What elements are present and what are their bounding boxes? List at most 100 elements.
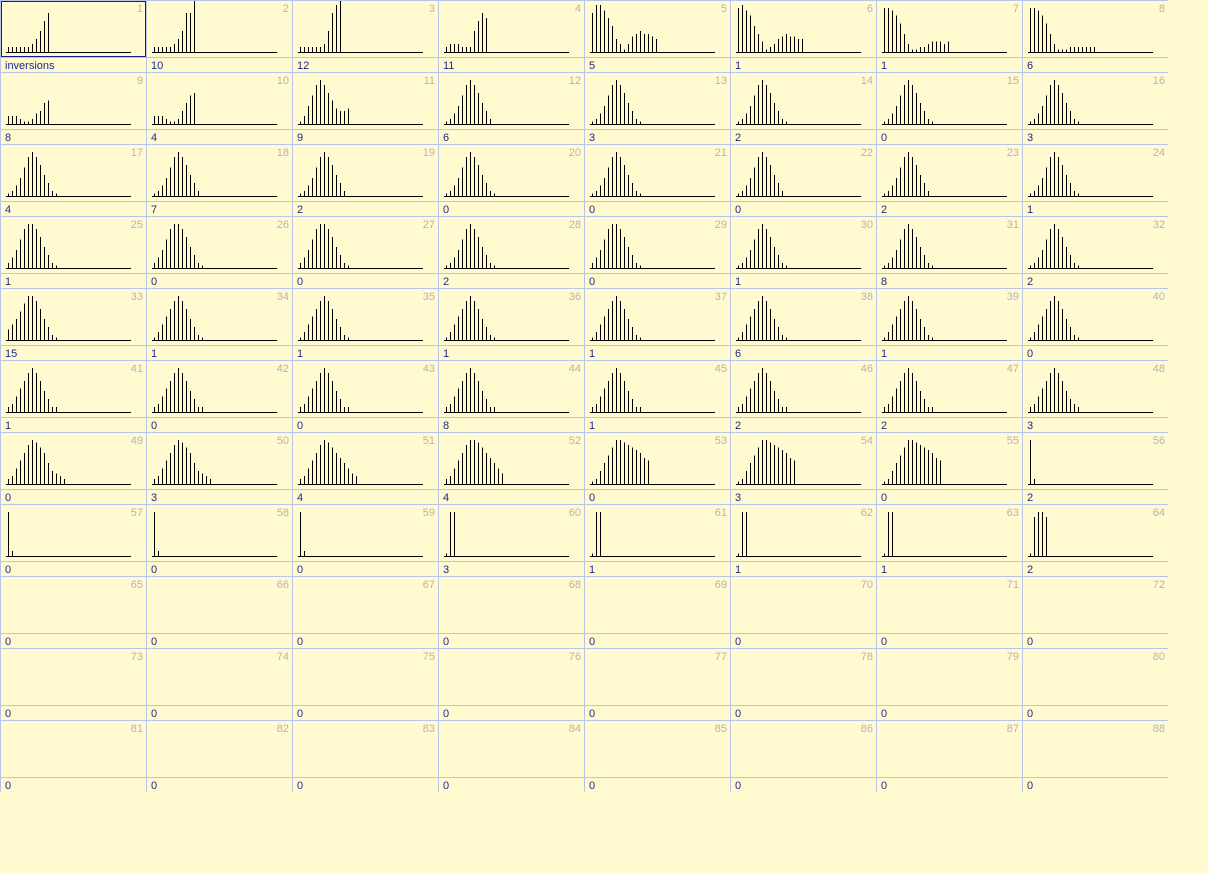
grid-cell-35[interactable]: 35 1	[292, 288, 438, 360]
grid-cell-46[interactable]: 46 2	[730, 360, 876, 432]
cell-index-label: 47	[1006, 363, 1019, 375]
grid-cell-21[interactable]: 21 0	[584, 144, 730, 216]
grid-cell-28[interactable]: 28 2	[438, 216, 584, 288]
grid-cell-43[interactable]: 43 0	[292, 360, 438, 432]
grid-cell-33[interactable]: 33 15	[0, 288, 146, 360]
grid-cell-65[interactable]: 65 0	[0, 576, 146, 648]
grid-cell-1[interactable]: 1 inversions	[0, 0, 146, 72]
grid-cell-30[interactable]: 30 1	[730, 216, 876, 288]
grid-cell-69[interactable]: 69 0	[584, 576, 730, 648]
grid-cell-80[interactable]: 80 0	[1022, 648, 1168, 720]
grid-cell-41[interactable]: 41 1	[0, 360, 146, 432]
grid-cell-48[interactable]: 48 3	[1022, 360, 1168, 432]
grid-cell-24[interactable]: 24 1	[1022, 144, 1168, 216]
histogram-chart	[147, 721, 293, 777]
grid-cell-84[interactable]: 84 0	[438, 720, 584, 792]
grid-cell-63[interactable]: 63 1	[876, 504, 1022, 576]
grid-cell-75[interactable]: 75 0	[292, 648, 438, 720]
grid-cell-88[interactable]: 88 0	[1022, 720, 1168, 792]
grid-cell-67[interactable]: 67 0	[292, 576, 438, 648]
grid-cell-4[interactable]: 4 11	[438, 0, 584, 72]
grid-cell-29[interactable]: 29 0	[584, 216, 730, 288]
grid-cell-32[interactable]: 32 2	[1022, 216, 1168, 288]
grid-cell-45[interactable]: 45 1	[584, 360, 730, 432]
grid-cell-34[interactable]: 34 1	[146, 288, 292, 360]
grid-cell-77[interactable]: 77 0	[584, 648, 730, 720]
grid-cell-31[interactable]: 31 8	[876, 216, 1022, 288]
grid-cell-39[interactable]: 39 1	[876, 288, 1022, 360]
grid-cell-54[interactable]: 54 3	[730, 432, 876, 504]
grid-cell-82[interactable]: 82 0	[146, 720, 292, 792]
grid-cell-61[interactable]: 61 1	[584, 504, 730, 576]
grid-cell-20[interactable]: 20 0	[438, 144, 584, 216]
grid-cell-66[interactable]: 66 0	[146, 576, 292, 648]
histogram-chart	[877, 721, 1023, 777]
grid-cell-23[interactable]: 23 2	[876, 144, 1022, 216]
grid-cell-73[interactable]: 73 0	[0, 648, 146, 720]
grid-cell-83[interactable]: 83 0	[292, 720, 438, 792]
grid-cell-44[interactable]: 44 8	[438, 360, 584, 432]
grid-cell-38[interactable]: 38 6	[730, 288, 876, 360]
grid-cell-42[interactable]: 42 0	[146, 360, 292, 432]
grid-cell-22[interactable]: 22 0	[730, 144, 876, 216]
grid-cell-2[interactable]: 2 10	[146, 0, 292, 72]
grid-cell-59[interactable]: 59 0	[292, 504, 438, 576]
grid-cell-87[interactable]: 87 0	[876, 720, 1022, 792]
grid-cell-55[interactable]: 55 0	[876, 432, 1022, 504]
grid-cell-81[interactable]: 81 0	[0, 720, 146, 792]
grid-cell-11[interactable]: 11 9	[292, 72, 438, 144]
grid-cell-40[interactable]: 40 0	[1022, 288, 1168, 360]
grid-cell-12[interactable]: 12 6	[438, 72, 584, 144]
grid-cell-64[interactable]: 64 2	[1022, 504, 1168, 576]
grid-cell-74[interactable]: 74 0	[146, 648, 292, 720]
grid-cell-68[interactable]: 68 0	[438, 576, 584, 648]
grid-cell-19[interactable]: 19 2	[292, 144, 438, 216]
grid-cell-85[interactable]: 85 0	[584, 720, 730, 792]
cell-divider	[585, 777, 730, 778]
grid-cell-26[interactable]: 26 0	[146, 216, 292, 288]
grid-cell-50[interactable]: 50 3	[146, 432, 292, 504]
cell-index-label: 5	[720, 3, 727, 15]
cell-divider	[439, 273, 584, 274]
grid-cell-47[interactable]: 47 2	[876, 360, 1022, 432]
grid-cell-62[interactable]: 62 1	[730, 504, 876, 576]
grid-cell-58[interactable]: 58 0	[146, 504, 292, 576]
grid-cell-72[interactable]: 72 0	[1022, 576, 1168, 648]
grid-cell-71[interactable]: 71 0	[876, 576, 1022, 648]
grid-cell-52[interactable]: 52 4	[438, 432, 584, 504]
grid-cell-56[interactable]: 56 2	[1022, 432, 1168, 504]
grid-cell-27[interactable]: 27 0	[292, 216, 438, 288]
grid-cell-78[interactable]: 78 0	[730, 648, 876, 720]
grid-cell-49[interactable]: 49 0	[0, 432, 146, 504]
grid-cell-18[interactable]: 18 7	[146, 144, 292, 216]
cell-index-label: 30	[860, 219, 873, 231]
grid-cell-79[interactable]: 79 0	[876, 648, 1022, 720]
grid-cell-37[interactable]: 37 1	[584, 288, 730, 360]
grid-cell-60[interactable]: 60 3	[438, 504, 584, 576]
grid-cell-15[interactable]: 15 0	[876, 72, 1022, 144]
histogram-chart	[736, 79, 861, 125]
grid-cell-70[interactable]: 70 0	[730, 576, 876, 648]
grid-cell-16[interactable]: 16 3	[1022, 72, 1168, 144]
grid-cell-3[interactable]: 3 12	[292, 0, 438, 72]
grid-cell-13[interactable]: 13 3	[584, 72, 730, 144]
grid-cell-10[interactable]: 10 4	[146, 72, 292, 144]
grid-cell-76[interactable]: 76 0	[438, 648, 584, 720]
grid-cell-36[interactable]: 36 1	[438, 288, 584, 360]
grid-cell-53[interactable]: 53 0	[584, 432, 730, 504]
histogram-chart	[1, 649, 147, 705]
grid-cell-17[interactable]: 17 4	[0, 144, 146, 216]
cell-divider	[1, 201, 146, 202]
cell-index-label: 75	[422, 651, 435, 663]
grid-cell-25[interactable]: 25 1	[0, 216, 146, 288]
grid-cell-57[interactable]: 57 0	[0, 504, 146, 576]
grid-cell-51[interactable]: 51 4	[292, 432, 438, 504]
grid-cell-86[interactable]: 86 0	[730, 720, 876, 792]
grid-cell-14[interactable]: 14 2	[730, 72, 876, 144]
cell-divider	[877, 633, 1022, 634]
